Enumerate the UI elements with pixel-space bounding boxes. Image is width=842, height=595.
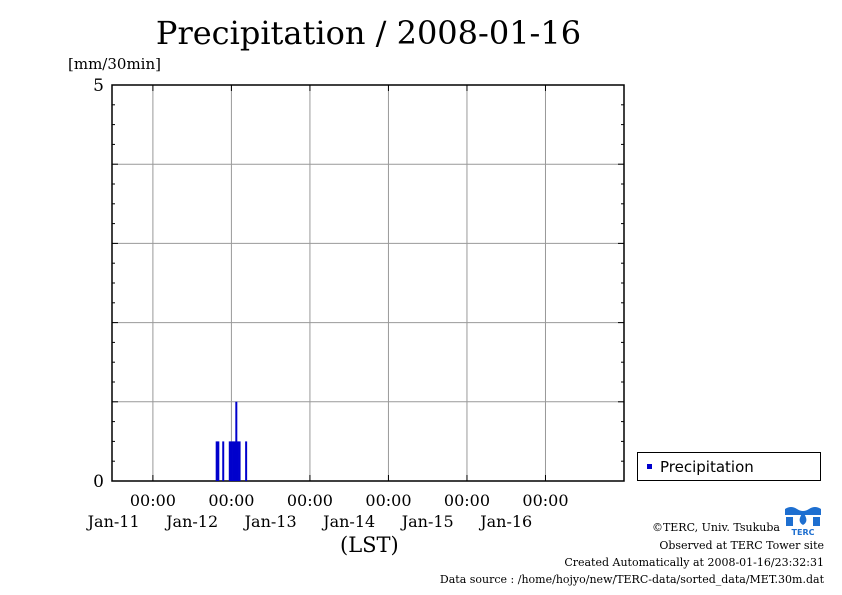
x-tick-label-time: 00:00 bbox=[444, 491, 490, 510]
x-tick-label-time: 00:00 bbox=[130, 491, 176, 510]
x-tick-label-date: Jan-16 bbox=[478, 512, 532, 531]
x-tick-label-date: Jan-15 bbox=[400, 512, 454, 531]
x-tick-label-date: Jan-14 bbox=[321, 512, 375, 531]
logo-text: TERC bbox=[792, 528, 815, 537]
x-tick-label-time: 00:00 bbox=[208, 491, 254, 510]
x-tick-label-time: 00:00 bbox=[522, 491, 568, 510]
plot-frame bbox=[111, 84, 625, 482]
y-axis-label: [mm/30min] bbox=[68, 55, 161, 73]
x-axis-label: (LST) bbox=[340, 533, 399, 557]
legend-label: Precipitation bbox=[660, 458, 754, 476]
x-tick-label-time: 00:00 bbox=[365, 491, 411, 510]
data-source-text: Data source : /home/hojyo/new/TERC-data/… bbox=[439, 573, 824, 586]
x-tick-label-date: Jan-11 bbox=[86, 512, 140, 531]
copyright-text: ©TERC, Univ. Tsukuba bbox=[651, 521, 780, 534]
x-tick-label-date: Jan-12 bbox=[164, 512, 218, 531]
chart-title: Precipitation / 2008-01-16 bbox=[155, 14, 582, 52]
y-tick-label: 0 bbox=[93, 472, 104, 492]
x-tick-label-time: 00:00 bbox=[287, 491, 333, 510]
terc-logo: TERC bbox=[783, 503, 823, 537]
legend-swatch bbox=[647, 464, 652, 469]
x-tick-label-date: Jan-13 bbox=[243, 512, 297, 531]
legend: Precipitation bbox=[637, 452, 821, 481]
creation-timestamp-text: Created Automatically at 2008-01-16/23:3… bbox=[564, 556, 824, 569]
observation-site-text: Observed at TERC Tower site bbox=[659, 539, 824, 552]
y-tick-label: 5 bbox=[93, 76, 104, 96]
